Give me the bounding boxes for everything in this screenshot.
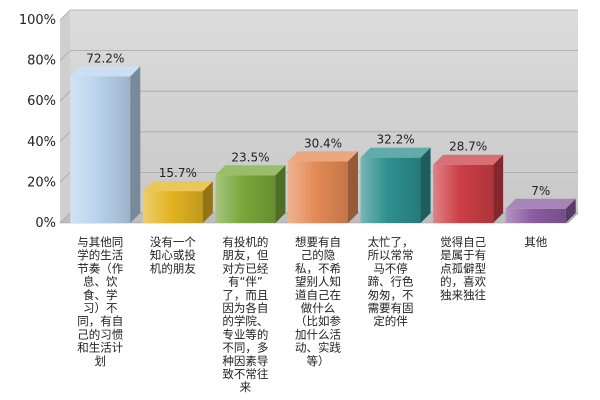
gridline-depth xyxy=(59,50,71,61)
category-labels: 与其他同学的生活节奏（作息、饮食、学习）不同，有自己的习惯和生活计划没有一个知心… xyxy=(77,235,547,394)
gridline-depth xyxy=(59,131,71,143)
bar-front xyxy=(142,191,203,223)
bar-top xyxy=(360,147,431,158)
bar-top xyxy=(70,66,141,77)
bars xyxy=(70,66,576,224)
bar-front xyxy=(433,164,494,223)
category-label: 太忙了，所以常常马不停蹄、行色匆匆，不需要有固定的伴 xyxy=(368,235,414,328)
y-tick-label: 0% xyxy=(35,216,56,231)
bar xyxy=(360,147,431,223)
bar-side xyxy=(348,151,358,223)
bar-front xyxy=(505,208,566,223)
category-label: 觉得自己是属于有点孤僻型的，喜欢独来独往 xyxy=(440,235,486,302)
bar-front xyxy=(70,76,131,224)
bar-side xyxy=(202,181,213,223)
category-label: 没有一个知心或投机的朋友 xyxy=(150,235,196,275)
y-tick-label: 80% xyxy=(27,54,56,69)
bar xyxy=(215,165,286,223)
bar-top xyxy=(142,181,213,192)
bar-side xyxy=(130,66,141,224)
data-label: 32.2% xyxy=(377,133,415,147)
category-label: 有投机的朋友，但对方已经有“伴”了，而且因为各自的学院、专业等的不同，多种因素导… xyxy=(222,235,268,394)
y-tick-label: 40% xyxy=(27,135,56,150)
bar xyxy=(505,198,576,223)
category-label: 与其他同学的生活节奏（作息、饮食、学习）不同，有自己的习惯和生活计划 xyxy=(77,235,123,368)
gridline-depth xyxy=(59,212,71,224)
bar-side xyxy=(275,165,286,223)
bar-side xyxy=(420,147,431,223)
bar xyxy=(142,181,213,223)
bar-top xyxy=(215,165,286,176)
bar-side xyxy=(493,154,504,223)
gridline-depth xyxy=(59,90,71,102)
bar-top xyxy=(505,198,576,209)
bar xyxy=(70,66,141,224)
bar-top xyxy=(433,154,504,165)
y-tick-label: 60% xyxy=(27,94,56,109)
bar-front xyxy=(288,161,348,223)
bar-front xyxy=(360,157,421,223)
bar xyxy=(288,151,358,223)
bar-top xyxy=(288,151,358,162)
bar xyxy=(433,154,504,223)
data-label: 72.2% xyxy=(86,51,124,65)
data-label: 15.7% xyxy=(159,166,197,180)
y-tick-label: 20% xyxy=(27,175,56,190)
data-label: 23.5% xyxy=(231,150,269,164)
bar-front xyxy=(215,175,276,223)
data-label: 7% xyxy=(531,184,550,198)
bar-side xyxy=(565,198,576,223)
y-tick-labels: 0% 20% 40% 60% 80% 100% xyxy=(19,13,56,231)
category-label: 其他 xyxy=(524,235,547,249)
category-label: 想要有自己的隐私，不希望别人知道自己在做什么（比如参加什么活动、实践等） xyxy=(295,235,341,368)
data-label: 30.4% xyxy=(304,136,342,150)
gridline-depth xyxy=(59,9,71,21)
plot-side-wall xyxy=(60,10,70,223)
y-tick-label: 100% xyxy=(19,13,56,28)
gridline-depth xyxy=(59,172,71,183)
data-labels: 72.2% 15.7% 23.5% 30.4% 32.2% 28.7% 7% xyxy=(86,51,550,197)
data-label: 28.7% xyxy=(449,140,487,154)
